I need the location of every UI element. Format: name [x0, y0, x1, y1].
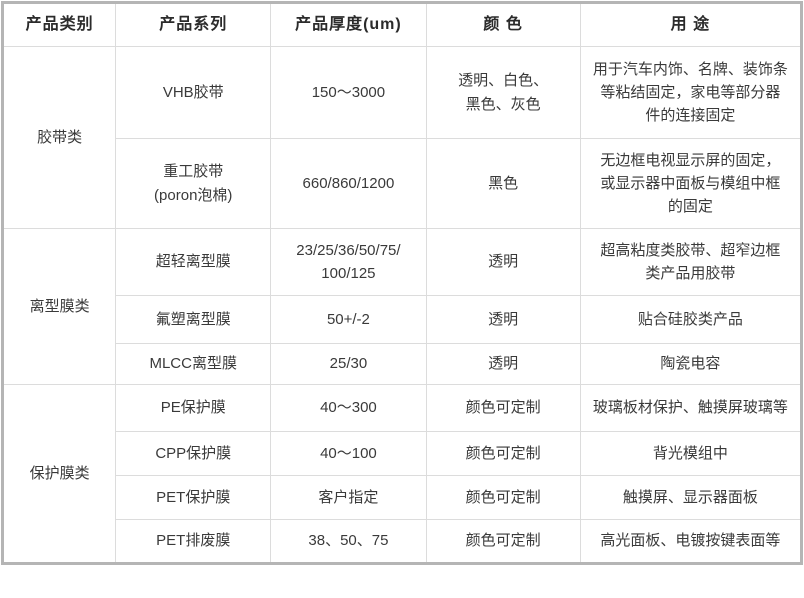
- table-row-pe-protective-film: 保护膜类 PE保护膜 40～300 颜色可定制 玻璃板材保护、触摸屏玻璃等: [1, 384, 803, 564]
- color-cell: 黑色: [425, 138, 581, 229]
- table-row-fluoroplastic-release-film: 氟塑离型膜 50+/-2 透明 贴合硅胶类产品: [3, 295, 803, 344]
- thickness-cell: 660/860/1200: [270, 138, 427, 229]
- color-cell: 颜色可定制: [425, 431, 581, 476]
- category-cell-tape: 胶带类: [1, 46, 117, 229]
- thickness-cell: 25/30: [270, 343, 427, 385]
- series-cell: 重工胶带 (poron泡棉): [115, 138, 272, 229]
- header-color: 颜 色: [425, 2, 581, 47]
- thickness-cell: 150～3000: [270, 46, 427, 139]
- series-cell: PET保护膜: [115, 475, 272, 520]
- table-row-cpp-protective-film: CPP保护膜 40～100 颜色可定制 背光模组中: [3, 431, 803, 476]
- table-row-vhb-tape: 胶带类 VHB胶带 150～3000 透明、白色、 黑色、灰色 用于汽车内饰、名…: [1, 46, 803, 229]
- category-cell-protective-film: 保护膜类: [1, 384, 117, 564]
- header-product-series: 产品系列: [115, 2, 272, 47]
- thickness-cell: 50+/-2: [270, 295, 427, 344]
- header-product-category: 产品类别: [1, 2, 117, 47]
- table-row-mlcc-release-film: MLCC离型膜 25/30 透明 陶瓷电容: [3, 343, 803, 385]
- series-cell: PET排废膜: [115, 519, 272, 564]
- series-cell: 超轻离型膜: [115, 228, 272, 296]
- series-cell: 氟塑离型膜: [115, 295, 272, 344]
- thickness-cell: 38、50、75: [270, 519, 427, 564]
- series-cell: VHB胶带: [115, 46, 272, 139]
- usage-cell: 贴合硅胶类产品: [579, 295, 803, 344]
- series-cell: PE保护膜: [115, 384, 272, 432]
- color-cell: 颜色可定制: [425, 384, 581, 432]
- usage-cell: 陶瓷电容: [579, 343, 803, 385]
- color-cell: 颜色可定制: [425, 475, 581, 520]
- color-cell: 透明: [425, 295, 581, 344]
- product-spec-table: 产品类别 产品系列 产品厚度(um) 颜 色 用 途 胶带类 VHB胶带 150…: [1, 1, 803, 565]
- header-product-thickness: 产品厚度(um): [270, 2, 427, 47]
- usage-cell: 高光面板、电镀按键表面等: [579, 519, 803, 564]
- table-row-pet-waste-discharge-film: PET排废膜 38、50、75 颜色可定制 高光面板、电镀按键表面等: [3, 519, 803, 564]
- header-row: 产品类别 产品系列 产品厚度(um) 颜 色 用 途: [1, 2, 803, 47]
- thickness-cell: 23/25/36/50/75/ 100/125: [270, 228, 427, 296]
- color-cell: 透明: [425, 228, 581, 296]
- usage-cell: 玻璃板材保护、触摸屏玻璃等: [579, 384, 803, 432]
- table-row-heavy-duty-tape: 重工胶带 (poron泡棉) 660/860/1200 黑色 无边框电视显示屏的…: [3, 138, 803, 229]
- table-row-ultralight-release-film: 离型膜类 超轻离型膜 23/25/36/50/75/ 100/125 透明 超高…: [1, 228, 803, 385]
- color-cell: 透明、白色、 黑色、灰色: [425, 46, 581, 139]
- series-cell: CPP保护膜: [115, 431, 272, 476]
- usage-cell: 超高粘度类胶带、超窄边框 类产品用胶带: [579, 228, 803, 296]
- usage-cell: 触摸屏、显示器面板: [579, 475, 803, 520]
- thickness-cell: 40～100: [270, 431, 427, 476]
- color-cell: 透明: [425, 343, 581, 385]
- thickness-cell: 40～300: [270, 384, 427, 432]
- series-cell: MLCC离型膜: [115, 343, 272, 385]
- color-cell: 颜色可定制: [425, 519, 581, 564]
- thickness-cell: 客户指定: [270, 475, 427, 520]
- usage-cell: 背光模组中: [579, 431, 803, 476]
- header-usage: 用 途: [579, 2, 803, 47]
- category-cell-release-film: 离型膜类: [1, 228, 117, 385]
- usage-cell: 用于汽车内饰、名牌、装饰条 等粘结固定，家电等部分器 件的连接固定: [579, 46, 803, 139]
- table-row-pet-protective-film: PET保护膜 客户指定 颜色可定制 触摸屏、显示器面板: [3, 475, 803, 520]
- usage-cell: 无边框电视显示屏的固定， 或显示器中面板与模组中框 的固定: [579, 138, 803, 229]
